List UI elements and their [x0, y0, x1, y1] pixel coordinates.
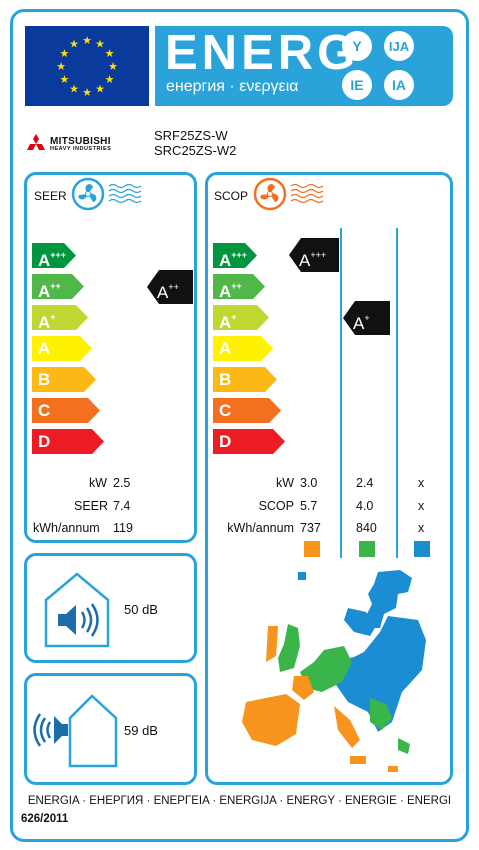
europe-climate-map [238, 566, 438, 783]
eu-star-icon: ★ [56, 61, 66, 73]
seer-row-label: SEER [74, 499, 109, 513]
outdoor-speaker-icon [30, 688, 120, 773]
eu-star-icon: ★ [60, 74, 70, 86]
indoor-noise-value: 50 dB [124, 602, 158, 617]
average-climate-swatch [359, 541, 375, 557]
seer-value: 7.4 [113, 499, 131, 513]
heating-panel [205, 172, 453, 785]
eu-star-icon: ★ [82, 87, 92, 99]
seer-label: SEER [34, 189, 67, 203]
eu-star-icon: ★ [60, 48, 70, 60]
warm-kwh: 737 [300, 521, 321, 535]
eu-star-icon: ★ [95, 38, 105, 50]
model-outdoor: SRC25ZS-W2 [154, 143, 237, 158]
seer-class-arrow: A+ [32, 305, 88, 330]
brand-name: MITSUBISHI HEAVY INDUSTRIES [50, 136, 112, 152]
regulation-number: 626/2011 [21, 813, 69, 825]
indoor-speaker-icon [42, 570, 112, 655]
scop-class-arrow: D [213, 429, 285, 454]
eu-star-icon: ★ [95, 84, 105, 96]
eu-star-icon: ★ [108, 61, 118, 73]
average-kwh: 840 [356, 521, 377, 535]
scop-class-arrow: C [213, 398, 281, 423]
warm-climate-swatch [304, 541, 320, 557]
lang-code: Y [342, 31, 372, 61]
cold-climate-swatch [414, 541, 430, 557]
column-divider [340, 228, 342, 558]
indoor-noise-panel [24, 553, 197, 663]
outdoor-noise-value: 59 dB [124, 723, 158, 738]
heat-scop-label: SCOP [258, 499, 294, 513]
heating-fan-icon [253, 177, 333, 216]
seer-class-arrow: A++ [32, 274, 84, 299]
lang-code: IE [342, 70, 372, 100]
scop-class-arrow: A [213, 336, 273, 361]
scop-warm-rating-badge: A+++ [289, 238, 339, 272]
brand-logo-icon [25, 134, 47, 157]
eu-star-icon: ★ [105, 74, 115, 86]
average-kw: 2.4 [356, 476, 374, 490]
model-indoor: SRF25ZS-W [154, 128, 228, 143]
scop-class-arrow: A+ [213, 305, 269, 330]
label-frame [10, 9, 469, 842]
energy-subtitle: енергия · ενεργεια [166, 78, 299, 95]
cold-kw: x [418, 476, 425, 490]
kw-value: 2.5 [113, 476, 131, 490]
lang-code: IJA [384, 31, 414, 61]
kw-label: kW [89, 476, 108, 490]
seer-class-arrow: C [32, 398, 100, 423]
average-scop: 4.0 [356, 499, 374, 513]
seer-class-arrow: B [32, 367, 96, 392]
seer-class-arrow: D [32, 429, 104, 454]
seer-class-arrow: A [32, 336, 92, 361]
energy-title: ENERG [165, 26, 360, 80]
scop-class-arrow: A++ [213, 274, 265, 299]
eu-star-icon: ★ [69, 38, 79, 50]
eu-star-icon: ★ [82, 35, 92, 47]
cold-scop: x [418, 499, 425, 513]
eu-star-icon: ★ [105, 48, 115, 60]
cooling-panel [24, 172, 197, 543]
warm-scop: 5.7 [300, 499, 318, 513]
eu-star-icon: ★ [69, 84, 79, 96]
scop-class-arrow: B [213, 367, 277, 392]
kwh-value: 119 [113, 521, 133, 535]
lang-code: IA [384, 70, 414, 100]
kwh-label: kWh/annum [33, 521, 100, 535]
column-divider [396, 228, 398, 558]
outdoor-noise-panel [24, 673, 197, 785]
scop-label: SCOP [214, 189, 249, 203]
footer-languages: ENERGIA · ЕНЕРГИЯ · ΕΝΕΡΓΕΙΑ · ENERGIJA … [27, 795, 452, 807]
heat-kwh-label: kWh/annum [227, 521, 294, 535]
warm-kw: 3.0 [300, 476, 318, 490]
heat-kw-label: kW [275, 476, 294, 490]
cooling-fan-icon [71, 177, 151, 216]
eu-flag: ★ ★ ★ ★ ★ ★ ★ ★ ★ ★ ★ ★ [25, 26, 149, 106]
cold-kwh: x [418, 521, 425, 535]
